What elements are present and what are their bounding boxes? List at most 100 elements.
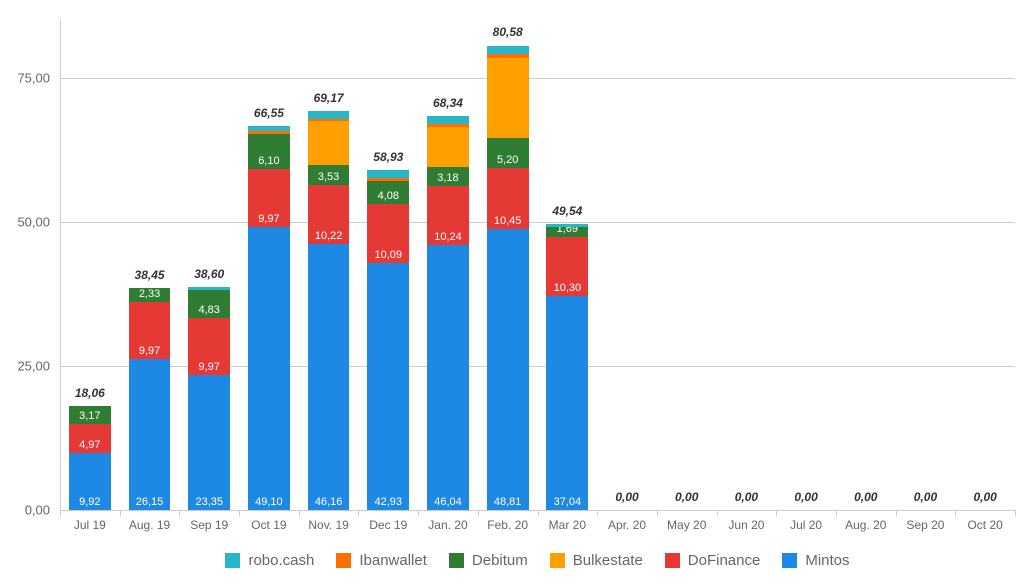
bar-segment-dofinance: 9,97	[188, 318, 230, 375]
x-tick-label: May 20	[657, 510, 717, 532]
bar-total-label: 0,00	[845, 490, 887, 504]
y-tick-label: 25,00	[17, 358, 60, 373]
legend-swatch-icon	[449, 553, 464, 568]
bar-segment-mintos: 46,16	[308, 244, 350, 510]
bar-total-label: 68,34	[427, 96, 469, 110]
segment-value-label: 3,53	[308, 171, 350, 183]
x-tick-label: Feb. 20	[478, 510, 538, 532]
x-tick-label: Apr. 20	[597, 510, 657, 532]
segment-value-label: 10,09	[367, 249, 409, 261]
legend-swatch-icon	[336, 553, 351, 568]
bar-segment-bulkestate	[427, 127, 469, 167]
bar-total-label: 0,00	[905, 490, 947, 504]
segment-value-label: 3,18	[427, 172, 469, 184]
y-tick-label: 0,00	[25, 503, 60, 518]
legend-swatch-icon	[550, 553, 565, 568]
bar-column: 37,04 10,30 1,69 49,54	[546, 20, 588, 510]
bar-total-label: 0,00	[726, 490, 768, 504]
bar-segment-dofinance: 9,97	[248, 169, 290, 226]
legend-label: DoFinance	[688, 552, 761, 569]
segment-value-label: 23,35	[188, 496, 230, 508]
bar-total-label: 38,45	[129, 268, 171, 282]
bar-column: 46,0410,243,1868,34	[427, 20, 469, 510]
bar-column: 0,00	[964, 20, 1006, 510]
bar-segment-dofinance: 4,97	[69, 424, 111, 453]
bar-segment-mintos: 26,15	[129, 359, 171, 510]
segment-value-label: 10,22	[308, 230, 350, 242]
y-tick-label: 50,00	[17, 214, 60, 229]
segment-value-label: 9,97	[248, 213, 290, 225]
bar-segment-ibanwallet	[367, 178, 409, 181]
segment-value-label: 2,33	[129, 288, 171, 300]
segment-value-label: 9,92	[69, 496, 111, 508]
segment-value-label: 42,93	[367, 496, 409, 508]
bar-column: 0,00	[905, 20, 947, 510]
segment-value-label: 46,16	[308, 496, 350, 508]
legend-label: Debitum	[472, 552, 528, 569]
bar-segment-dofinance: 9,97	[129, 302, 171, 359]
bar-segment-robocash	[367, 170, 409, 178]
bar-column: 42,93 10,09 4,08 58,93	[367, 20, 409, 510]
bar-column: 9,92 4,97 3,17 18,06	[69, 20, 111, 510]
segment-value-label: 9,97	[188, 361, 230, 373]
segment-value-label: 48,81	[487, 496, 529, 508]
x-tick-label: Jun 20	[717, 510, 777, 532]
bar-segment-debitum: 3,17	[69, 406, 111, 424]
bar-segment-mintos: 42,93	[367, 263, 409, 510]
x-tick-label: Jan. 20	[418, 510, 478, 532]
x-tick-label: Oct 19	[239, 510, 299, 532]
segment-value-label: 4,83	[188, 304, 230, 316]
bar-total-label: 66,55	[248, 106, 290, 120]
bar-column: 0,00	[666, 20, 708, 510]
bar-segment-mintos: 23,35	[188, 375, 230, 510]
segment-value-label: 37,04	[546, 496, 588, 508]
bar-segment-mintos: 37,04	[546, 296, 588, 510]
legend-item-dofinance: DoFinance	[665, 552, 761, 569]
bar-total-label: 58,93	[367, 150, 409, 164]
segment-value-label: 26,15	[129, 496, 171, 508]
legend-label: Ibanwallet	[359, 552, 427, 569]
bar-segment-robocash	[188, 287, 230, 290]
bar-segment-debitum: 6,10	[248, 134, 290, 169]
segment-value-label: 10,45	[487, 215, 529, 227]
bar-segment-dofinance: 10,09	[367, 204, 409, 262]
bar-segment-debitum: 5,20	[487, 138, 529, 168]
bar-column: 0,00	[726, 20, 768, 510]
bar-total-label: 18,06	[69, 386, 111, 400]
segment-value-label: 10,30	[546, 282, 588, 294]
bar-total-label: 49,54	[546, 204, 588, 218]
bar-total-label: 38,60	[188, 267, 230, 281]
segment-value-label: 4,08	[367, 190, 409, 202]
legend-label: Bulkestate	[573, 552, 643, 569]
legend-item-bulkestate: Bulkestate	[550, 552, 643, 569]
segment-value-label: 46,04	[427, 496, 469, 508]
bar-segment-debitum: 2,33	[129, 288, 171, 301]
bar-column: 26,15 9,97 2,33 38,45	[129, 20, 171, 510]
segment-value-label: 6,10	[248, 155, 290, 167]
segment-value-label: 3,17	[69, 410, 111, 422]
bar-column: 23,35 9,97 4,83 38,60	[188, 20, 230, 510]
plot-area: 0,0025,0050,0075,009,924,973,1718,06Jul …	[60, 20, 1015, 510]
bar-segment-bulkestate	[487, 58, 529, 139]
segment-value-label: 9,97	[129, 345, 171, 357]
bar-segment-ibanwallet	[487, 54, 529, 57]
chart-container: 0,0025,0050,0075,009,924,973,1718,06Jul …	[0, 0, 1030, 585]
legend-label: robo.cash	[248, 552, 314, 569]
bar-segment-debitum: 1,69	[546, 227, 588, 237]
bar-column: 46,1610,223,5369,17	[308, 20, 350, 510]
legend-item-robocash: robo.cash	[225, 552, 314, 569]
x-tick-label: Jul 20	[776, 510, 836, 532]
x-tick-separator	[60, 510, 61, 516]
x-tick-label: Nov. 19	[299, 510, 359, 532]
legend-item-debitum: Debitum	[449, 552, 528, 569]
bar-segment-dofinance: 10,22	[308, 185, 350, 244]
bar-total-label: 0,00	[785, 490, 827, 504]
legend-item-mintos: Mintos	[782, 552, 849, 569]
x-tick-label: Jul 19	[60, 510, 120, 532]
bar-segment-debitum: 4,08	[367, 181, 409, 205]
legend-item-ibanwallet: Ibanwallet	[336, 552, 427, 569]
bar-total-label: 80,58	[487, 25, 529, 39]
bar-segment-ibanwallet	[248, 131, 290, 134]
segment-value-label: 5,20	[487, 154, 529, 166]
bar-total-label: 0,00	[606, 490, 648, 504]
